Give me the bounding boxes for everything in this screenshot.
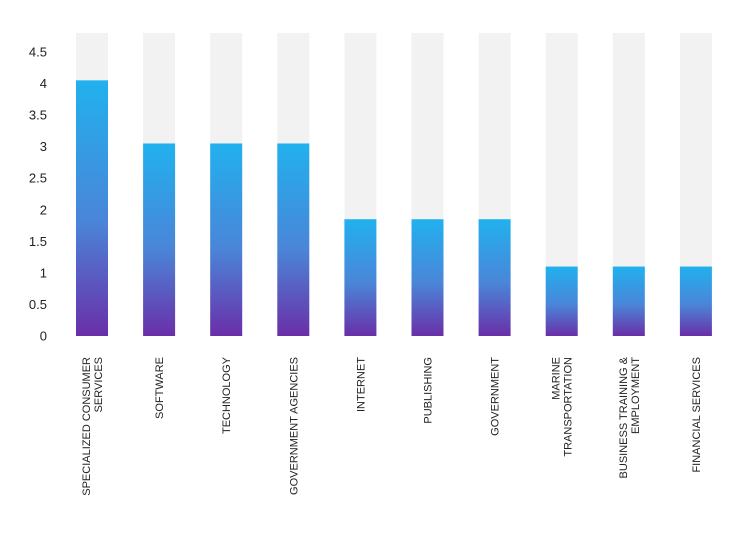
bar [344, 219, 377, 336]
y-tick-label: 2.5 [29, 171, 47, 186]
y-tick-label: 4.5 [29, 44, 47, 59]
bar [411, 219, 444, 336]
bar [76, 80, 108, 336]
bar [545, 266, 578, 336]
y-tick-label: 3.5 [29, 108, 47, 123]
y-tick-label: 0.5 [29, 297, 47, 312]
bar [679, 266, 712, 336]
y-tick-label: 2 [40, 202, 47, 217]
y-axis: 0 0.5 1 1.5 2 2.5 3 3.5 4 4.5 [29, 44, 47, 343]
y-tick-label: 4 [40, 76, 47, 91]
bar [143, 143, 176, 336]
x-axis: SPECIALIZED CONSUMERSERVICES SOFTWARE TECH… [81, 356, 703, 495]
bar [210, 143, 243, 336]
x-tick-label: INTERNET [355, 357, 367, 412]
x-tick-label: TECHNOLOGY [221, 356, 233, 434]
x-tick-label: PUBLISHING [423, 357, 435, 424]
y-tick-label: 1.5 [29, 234, 47, 249]
x-tick-label: SOFTWARE [154, 357, 166, 419]
y-tick-label: 0 [40, 329, 47, 344]
bar [478, 219, 511, 336]
y-tick-label: 1 [40, 265, 47, 280]
bar [277, 143, 310, 336]
x-tick-label: GOVERNMENT [490, 357, 502, 436]
x-tick-label: MARINETRANSPORTATION [551, 357, 575, 457]
y-tick-label: 3 [40, 139, 47, 154]
x-tick-label: SPECIALIZED CONSUMERSERVICES [81, 357, 105, 496]
x-tick-label: GOVERNMENT AGENCIES [288, 357, 300, 495]
x-tick-label: BUSINESS TRAINING &EMPLOYMENT [618, 356, 642, 478]
bars [76, 80, 712, 336]
bar [612, 266, 645, 336]
x-tick-label: FINANCIAL SERVICES [691, 357, 703, 473]
